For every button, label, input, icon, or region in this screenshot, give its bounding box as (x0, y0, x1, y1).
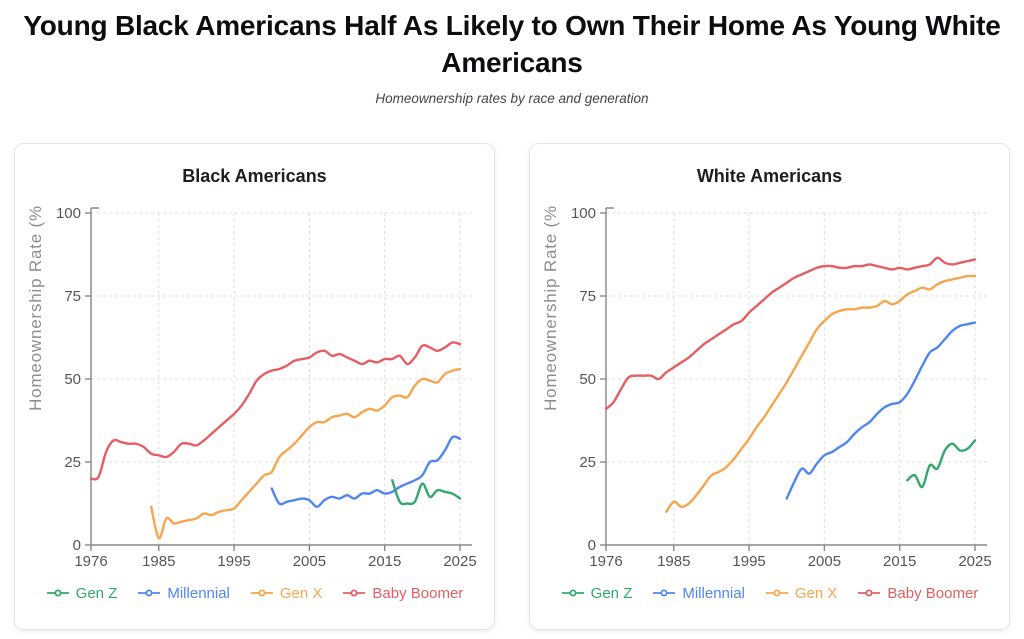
x-tick-label: 2005 (293, 553, 326, 570)
page-subtitle: Homeownership rates by race and generati… (375, 90, 649, 106)
axes (600, 207, 987, 551)
line-chart[interactable]: 0 25 50 75 100 1976 1985 1995 2005 2015 2025 Homeow… (15, 193, 494, 579)
legend-label: Gen X (794, 584, 838, 602)
page: Young Black Americans Half As Likely to … (0, 8, 1024, 630)
x-tick-label: 1976 (589, 553, 622, 570)
y-tick-label: 25 (579, 454, 596, 471)
y-tick-label: 75 (64, 288, 81, 305)
legend-marker-millennial (653, 589, 676, 597)
legend-label: Millennial (682, 584, 745, 602)
chart-title: Black Americans (182, 165, 327, 186)
series-line-gen-x[interactable] (150, 367, 462, 540)
x-tick-label: 2025 (958, 553, 991, 570)
chart-card-white-americans: White Americans 0 25 50 75 100 1976 1985 1995 20… (529, 142, 1010, 630)
legend-item-gen-z[interactable]: Gen Z (46, 584, 118, 602)
y-axis-title: Homeownership Rate (% (541, 205, 560, 411)
x-tick-label: 2025 (443, 553, 476, 570)
legend-label: Millennial (167, 584, 230, 602)
line-chart[interactable]: 0 25 50 75 100 1976 1985 1995 2005 2015 2025 Homeow… (530, 193, 1009, 579)
legend-item-gen-z[interactable]: Gen Z (561, 584, 633, 602)
gridlines (91, 212, 472, 545)
charts-row: Black Americans 0 25 50 75 100 1976 1985 1995 20… (0, 142, 1024, 630)
y-tick-label: 0 (588, 537, 596, 554)
x-tick-label: 1976 (74, 553, 107, 570)
series-line-millennial[interactable] (270, 435, 462, 508)
series-line-gen-x[interactable] (665, 274, 977, 513)
y-tick-label: 0 (73, 537, 81, 554)
x-tick-label: 1985 (142, 553, 175, 570)
series-line-gen-z[interactable] (906, 439, 977, 489)
legend-item-millennial[interactable]: Millennial (652, 585, 745, 602)
legend-label: Gen Z (75, 584, 118, 602)
legend-item-gen-x[interactable]: Gen X (250, 584, 323, 602)
series-line-baby-boomer[interactable] (604, 256, 977, 410)
y-tick-label: 75 (579, 288, 596, 305)
legend-marker-baby-boomer (343, 589, 366, 597)
chart-title: White Americans (696, 165, 843, 186)
x-tick-label: 1995 (217, 553, 250, 570)
y-tick-label: 50 (579, 371, 596, 388)
page-title: Young Black Americans Half As Likely to … (23, 10, 1001, 78)
legend-label: Baby Boomer (887, 584, 979, 602)
legend-item-millennial[interactable]: Millennial (137, 585, 230, 602)
chart-legend: Gen Z Millennial Gen X Baby Boomer (561, 584, 978, 602)
legend-label: Baby Boomer (372, 584, 464, 602)
x-tick-label: 2015 (883, 553, 916, 570)
gridlines (606, 212, 987, 545)
legend-item-gen-x[interactable]: Gen X (765, 584, 838, 602)
axes (85, 207, 472, 551)
y-tick-label: 50 (64, 371, 81, 388)
legend-marker-gen-x (765, 589, 788, 597)
y-axis-title: Homeownership Rate (% (26, 205, 45, 411)
series-line-millennial[interactable] (785, 321, 977, 500)
legend-marker-gen-z (561, 589, 584, 597)
y-tick-label: 100 (56, 205, 81, 222)
series-line-baby-boomer[interactable] (89, 341, 462, 481)
x-tick-label: 2005 (808, 553, 841, 570)
x-tick-label: 1985 (657, 553, 690, 570)
x-tick-label: 1995 (732, 553, 765, 570)
y-tick-label: 25 (64, 454, 81, 471)
x-tick-label: 2015 (368, 553, 401, 570)
y-tick-label: 100 (571, 205, 596, 222)
chart-legend: Gen Z Millennial Gen X Baby Boomer (46, 584, 463, 602)
legend-label: Gen Z (590, 584, 633, 602)
legend-marker-gen-x (250, 589, 273, 597)
series-line-gen-z[interactable] (391, 478, 462, 506)
legend-marker-baby-boomer (858, 589, 881, 597)
legend-item-baby-boomer[interactable]: Baby Boomer (857, 585, 978, 602)
chart-card-black-americans: Black Americans 0 25 50 75 100 1976 1985 1995 20… (14, 142, 495, 630)
legend-marker-gen-z (46, 589, 69, 597)
legend-marker-millennial (138, 589, 161, 597)
legend-label: Gen X (279, 584, 323, 602)
legend-item-baby-boomer[interactable]: Baby Boomer (342, 585, 463, 602)
